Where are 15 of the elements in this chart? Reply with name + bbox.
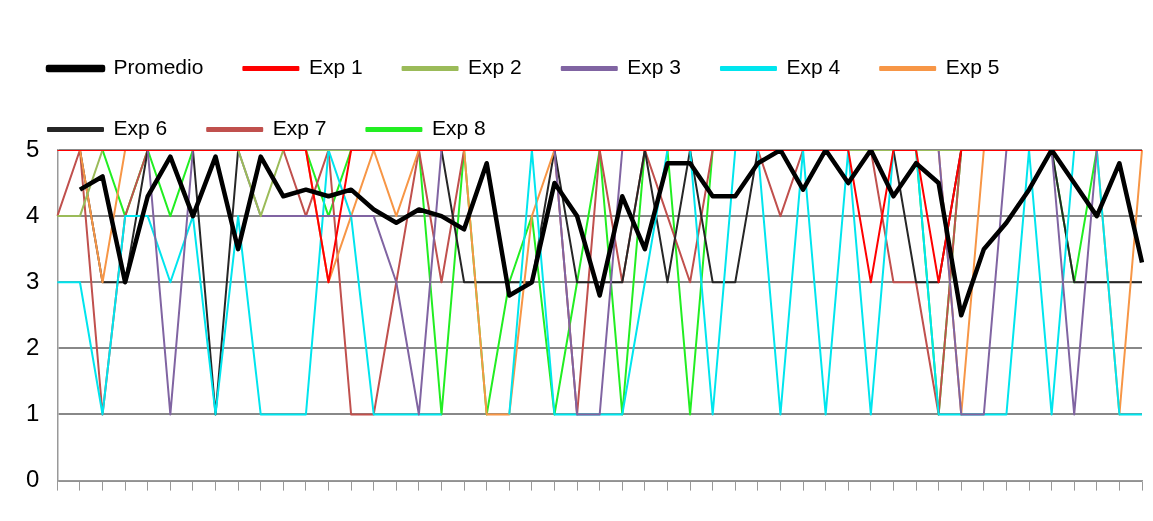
legend-label: Exp 2 xyxy=(468,55,522,79)
legend-label: Exp 3 xyxy=(627,55,681,79)
legend-label: Exp 6 xyxy=(113,116,168,140)
legend-label: Exp 1 xyxy=(308,55,363,79)
legend-label: Exp 7 xyxy=(272,116,327,140)
y-tick-label: 4 xyxy=(25,200,40,228)
legend-label: Exp 4 xyxy=(786,55,841,79)
y-tick-label: 2 xyxy=(25,332,40,360)
legend-label: Exp 5 xyxy=(945,55,1000,79)
y-tick-label: 3 xyxy=(25,266,40,294)
y-tick-label: 0 xyxy=(25,465,40,493)
y-tick-label: 5 xyxy=(25,134,40,162)
legend-label: Exp 8 xyxy=(431,116,486,140)
legend-label: Promedio xyxy=(113,55,204,79)
y-tick-label: 1 xyxy=(25,399,40,427)
